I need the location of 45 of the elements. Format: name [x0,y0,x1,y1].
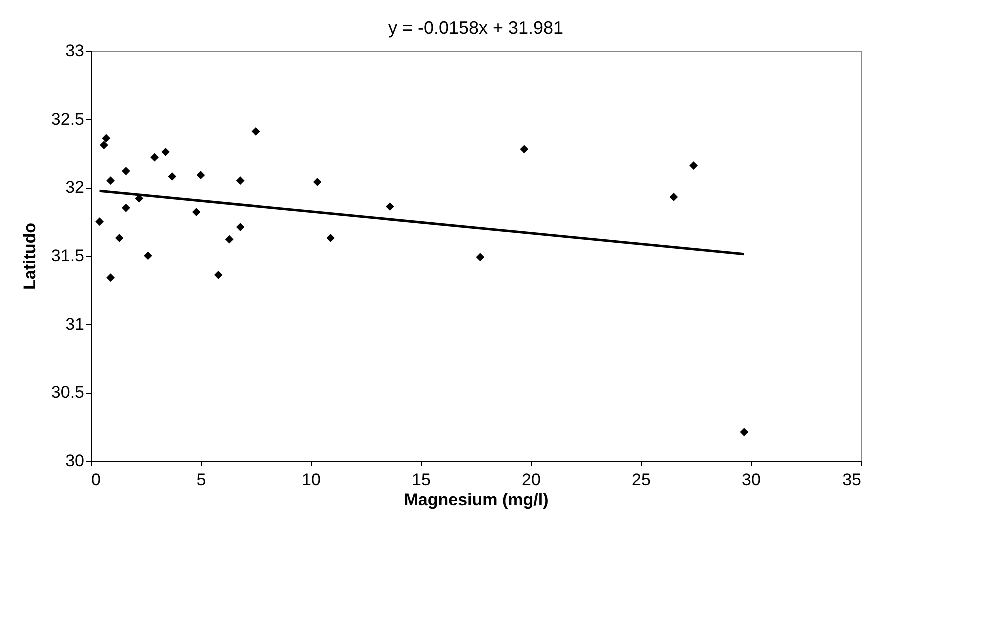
x-axis-title: Magnesium (mg/l) [404,490,549,510]
point [740,428,749,436]
point [252,127,260,136]
y-tick-label: 30.5 [51,383,84,402]
point [225,235,234,244]
y-axis-title: Latitudo [20,222,40,290]
point [162,148,170,156]
y-tick-label: 32.5 [51,110,84,129]
x-tick-label: 10 [302,470,321,490]
x-tick-label: 5 [196,470,206,490]
point [150,153,159,162]
point [96,218,104,226]
point [236,223,245,232]
x-tick-label: 25 [632,470,651,490]
x-tick-label: 15 [412,470,431,490]
x-tick-label: 0 [92,470,101,490]
point [326,234,335,242]
point [122,167,130,176]
y-tick-label: 33 [66,42,84,60]
point [106,176,115,186]
chart-title: y = -0.0158x + 31.981 [388,18,564,38]
x-tick-label: 20 [522,470,541,490]
point [115,234,124,242]
point [476,253,485,262]
y-tick-label: 31.5 [51,246,84,266]
y-tick-label: 30 [66,452,84,470]
point [690,162,698,170]
point [106,274,115,282]
point [386,202,394,211]
point [313,178,322,186]
point [122,204,130,212]
point [196,171,206,180]
point [214,270,223,280]
point [144,252,152,260]
y-tick-label: 31 [66,314,84,334]
point [100,141,108,150]
point [236,176,245,186]
point [670,193,678,202]
point [192,208,201,216]
point [168,172,177,181]
point [520,145,529,154]
point [102,134,111,143]
x-tick-label: 35 [842,470,862,490]
x-tick-label: 30 [742,470,761,490]
y-tick-label: 32 [66,178,84,198]
